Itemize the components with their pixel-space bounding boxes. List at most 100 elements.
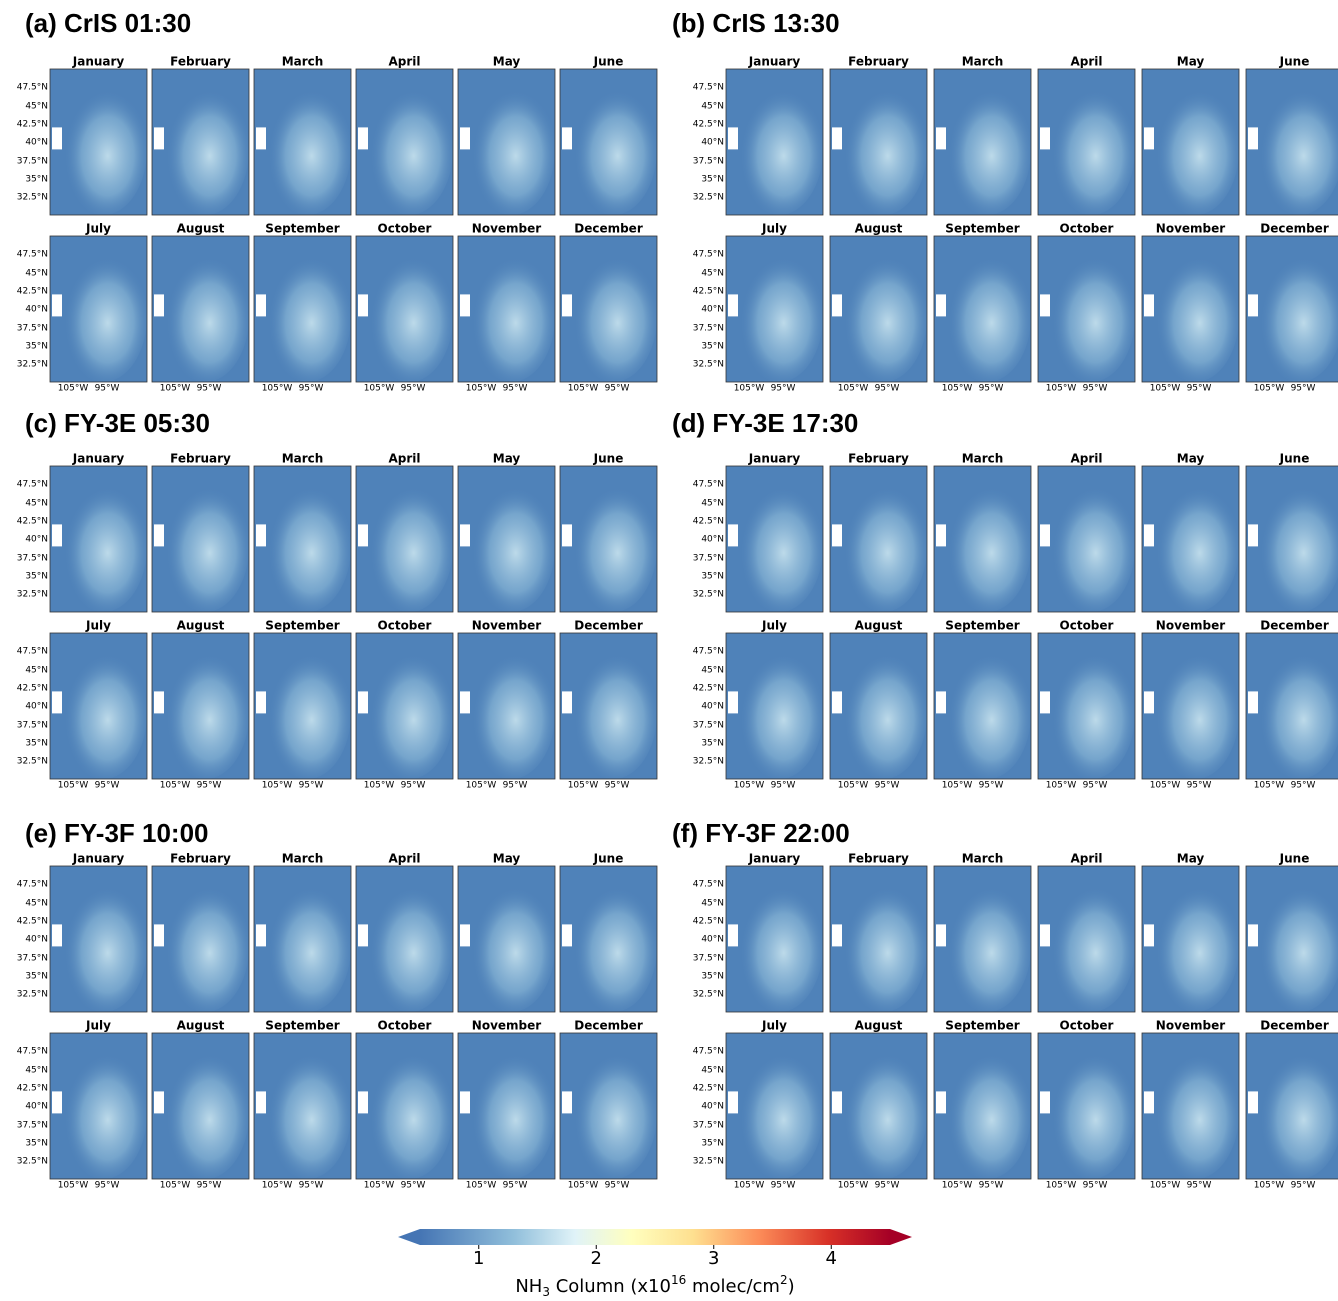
month-label: February (170, 452, 231, 466)
lon-label: 105°W (1046, 781, 1077, 791)
map-field (1152, 481, 1239, 612)
map-field (570, 881, 657, 1012)
lon-label: 95°W (299, 781, 324, 791)
missing-data (1248, 127, 1258, 149)
month-label: July (761, 222, 787, 236)
month-label: May (1177, 852, 1205, 866)
missing-data (562, 691, 572, 713)
month-label: September (945, 619, 1019, 633)
lon-label: 95°W (197, 781, 222, 791)
map-field (60, 881, 147, 1012)
map-field (468, 1048, 555, 1179)
lat-label: 35°N (25, 175, 48, 185)
month-label: January (748, 452, 801, 466)
map-field (468, 648, 555, 779)
missing-data (936, 127, 946, 149)
lat-label: 40°N (701, 1102, 724, 1112)
lon-label: 95°W (979, 781, 1004, 791)
map-field (736, 251, 823, 382)
colorbar-tick-label: 1 (473, 1248, 484, 1269)
map-field (366, 84, 453, 215)
month-label: March (962, 55, 1004, 69)
missing-data (52, 1091, 62, 1113)
lon-label: 95°W (771, 384, 796, 394)
month-label: February (170, 852, 231, 866)
lon-label: 105°W (1046, 1181, 1077, 1191)
lon-label: 95°W (299, 1181, 324, 1191)
lat-label: 32.5°N (693, 1157, 724, 1167)
map-field (840, 881, 927, 1012)
map-field (264, 881, 351, 1012)
lat-label: 45°N (25, 102, 48, 112)
month-label: July (761, 1019, 787, 1033)
month-label: May (493, 55, 521, 69)
month-label: December (574, 619, 643, 633)
lat-label: 45°N (25, 269, 48, 279)
missing-data (154, 127, 164, 149)
lon-label: 105°W (466, 781, 497, 791)
lon-label: 105°W (734, 384, 765, 394)
lat-label: 35°N (25, 1139, 48, 1149)
map-field (1152, 648, 1239, 779)
map-field (944, 1048, 1031, 1179)
lon-label: 95°W (979, 384, 1004, 394)
month-label: October (378, 222, 432, 236)
lat-label: 37.5°N (693, 554, 724, 564)
lat-label: 42.5°N (17, 917, 48, 927)
missing-data (936, 691, 946, 713)
month-label: February (848, 452, 909, 466)
colorbar-tick-label: 3 (708, 1248, 719, 1269)
lat-label: 35°N (25, 972, 48, 982)
missing-data (460, 1091, 470, 1113)
missing-data (1040, 524, 1050, 546)
lon-label: 105°W (568, 781, 599, 791)
missing-data (1040, 691, 1050, 713)
lat-label: 37.5°N (693, 324, 724, 334)
map-field (60, 251, 147, 382)
map-field (1048, 84, 1135, 215)
lat-label: 40°N (25, 1102, 48, 1112)
missing-data (256, 924, 266, 946)
lat-label: 45°N (701, 1066, 724, 1076)
missing-data (728, 691, 738, 713)
missing-data (832, 691, 842, 713)
map-field (366, 1048, 453, 1179)
month-label: August (177, 222, 225, 236)
month-label: June (593, 55, 624, 69)
missing-data (154, 924, 164, 946)
missing-data (1248, 1091, 1258, 1113)
map-field (60, 1048, 147, 1179)
lat-label: 47.5°N (693, 880, 724, 890)
lat-label: 47.5°N (17, 880, 48, 890)
missing-data (1248, 691, 1258, 713)
map-field (1048, 251, 1135, 382)
month-label: October (378, 1019, 432, 1033)
month-label: April (1070, 452, 1102, 466)
panel-title: (c) FY-3E 05:30 (25, 408, 210, 438)
lon-label: 105°W (262, 384, 293, 394)
map-field (468, 251, 555, 382)
missing-data (460, 691, 470, 713)
month-label: August (177, 1019, 225, 1033)
month-label: September (265, 1019, 339, 1033)
lon-label: 95°W (401, 781, 426, 791)
lon-label: 95°W (503, 781, 528, 791)
map-field (366, 648, 453, 779)
month-label: August (855, 1019, 903, 1033)
lat-label: 47.5°N (693, 83, 724, 93)
lat-label: 40°N (701, 702, 724, 712)
lon-label: 95°W (503, 1181, 528, 1191)
month-label: June (593, 852, 624, 866)
month-label: October (1060, 1019, 1114, 1033)
missing-data (256, 294, 266, 316)
missing-data (562, 294, 572, 316)
month-label: July (85, 222, 111, 236)
lat-label: 37.5°N (17, 554, 48, 564)
missing-data (1144, 924, 1154, 946)
map-field (162, 84, 249, 215)
lon-label: 95°W (1291, 384, 1316, 394)
lat-label: 40°N (701, 138, 724, 148)
month-label: January (748, 852, 801, 866)
lat-label: 35°N (701, 972, 724, 982)
lat-label: 47.5°N (693, 480, 724, 490)
